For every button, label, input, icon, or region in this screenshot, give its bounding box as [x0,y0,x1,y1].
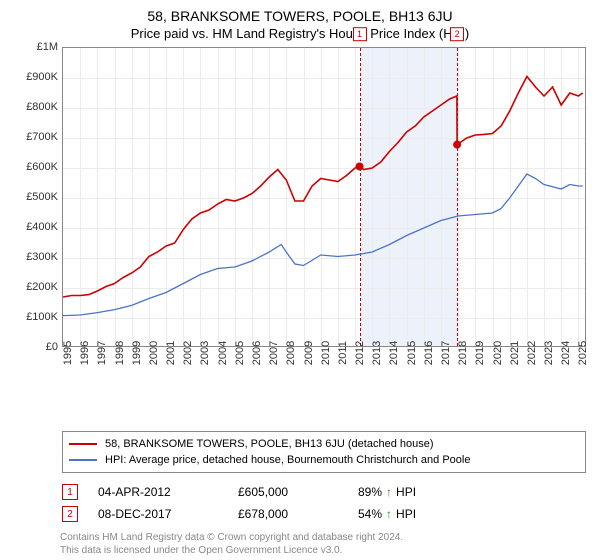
y-axis-label: £300K [14,251,58,263]
hpi-label: HPI [396,507,416,521]
legend-label: 58, BRANKSOME TOWERS, POOLE, BH13 6JU (d… [105,438,434,450]
chart-container: 58, BRANKSOME TOWERS, POOLE, BH13 6JU Pr… [0,0,600,560]
sale-marker [356,163,364,171]
hpi-pct: 54% [358,507,382,521]
x-axis-label: 2025 [577,341,600,365]
y-axis-label: £500K [14,191,58,203]
up-arrow-icon: ↑ [386,485,392,499]
legend-swatch [69,459,97,461]
series-line [63,174,583,316]
y-axis-label: £800K [14,101,58,113]
plot-area: 12 [62,47,586,347]
chart-subtitle: Price paid vs. HM Land Registry's House … [14,26,586,41]
hpi-label: HPI [396,485,416,499]
chart-area: 12 £0 £100K £200K £300K £400K £500K £600K £700K… [14,47,586,387]
y-axis-label: £0 [14,341,58,353]
y-axis-label: £200K [14,281,58,293]
y-axis-label: £400K [14,221,58,233]
footer-line: Contains HM Land Registry data © Crown c… [60,531,586,544]
y-axis-label: £1M [14,41,58,53]
marker-badge: 2 [450,27,464,41]
sale-marker [453,141,461,149]
legend-swatch [69,443,97,445]
series-line [63,77,583,298]
footer: Contains HM Land Registry data © Crown c… [60,531,586,557]
chart-svg [63,48,587,348]
sale-price: £678,000 [238,507,358,521]
sale-row: 1 04-APR-2012£605,00089% ↑ HPI [62,481,586,503]
hpi-pct: 89% [358,485,382,499]
sale-row: 2 08-DEC-2017£678,00054% ↑ HPI [62,503,586,525]
legend-label: HPI: Average price, detached house, Bour… [105,454,470,466]
legend: 58, BRANKSOME TOWERS, POOLE, BH13 6JU (d… [62,431,586,473]
chart-title: 58, BRANKSOME TOWERS, POOLE, BH13 6JU [14,8,586,24]
sale-price: £605,000 [238,485,358,499]
legend-row: 58, BRANKSOME TOWERS, POOLE, BH13 6JU (d… [69,436,579,452]
footer-line: This data is licensed under the Open Gov… [60,544,586,557]
sale-hpi: 54% ↑ HPI [358,507,478,521]
legend-row: HPI: Average price, detached house, Bour… [69,452,579,468]
y-axis-label: £700K [14,131,58,143]
sale-date: 04-APR-2012 [98,485,238,499]
sale-badge: 1 [62,484,78,500]
y-axis-label: £600K [14,161,58,173]
sale-badge: 2 [62,506,78,522]
y-axis-label: £900K [14,71,58,83]
sales-table: 1 04-APR-2012£605,00089% ↑ HPI 2 08-DEC-2017£… [62,481,586,525]
sale-hpi: 89% ↑ HPI [358,485,478,499]
y-axis-label: £100K [14,311,58,323]
up-arrow-icon: ↑ [386,507,392,521]
sale-date: 08-DEC-2017 [98,507,238,521]
marker-badge: 1 [353,27,367,41]
